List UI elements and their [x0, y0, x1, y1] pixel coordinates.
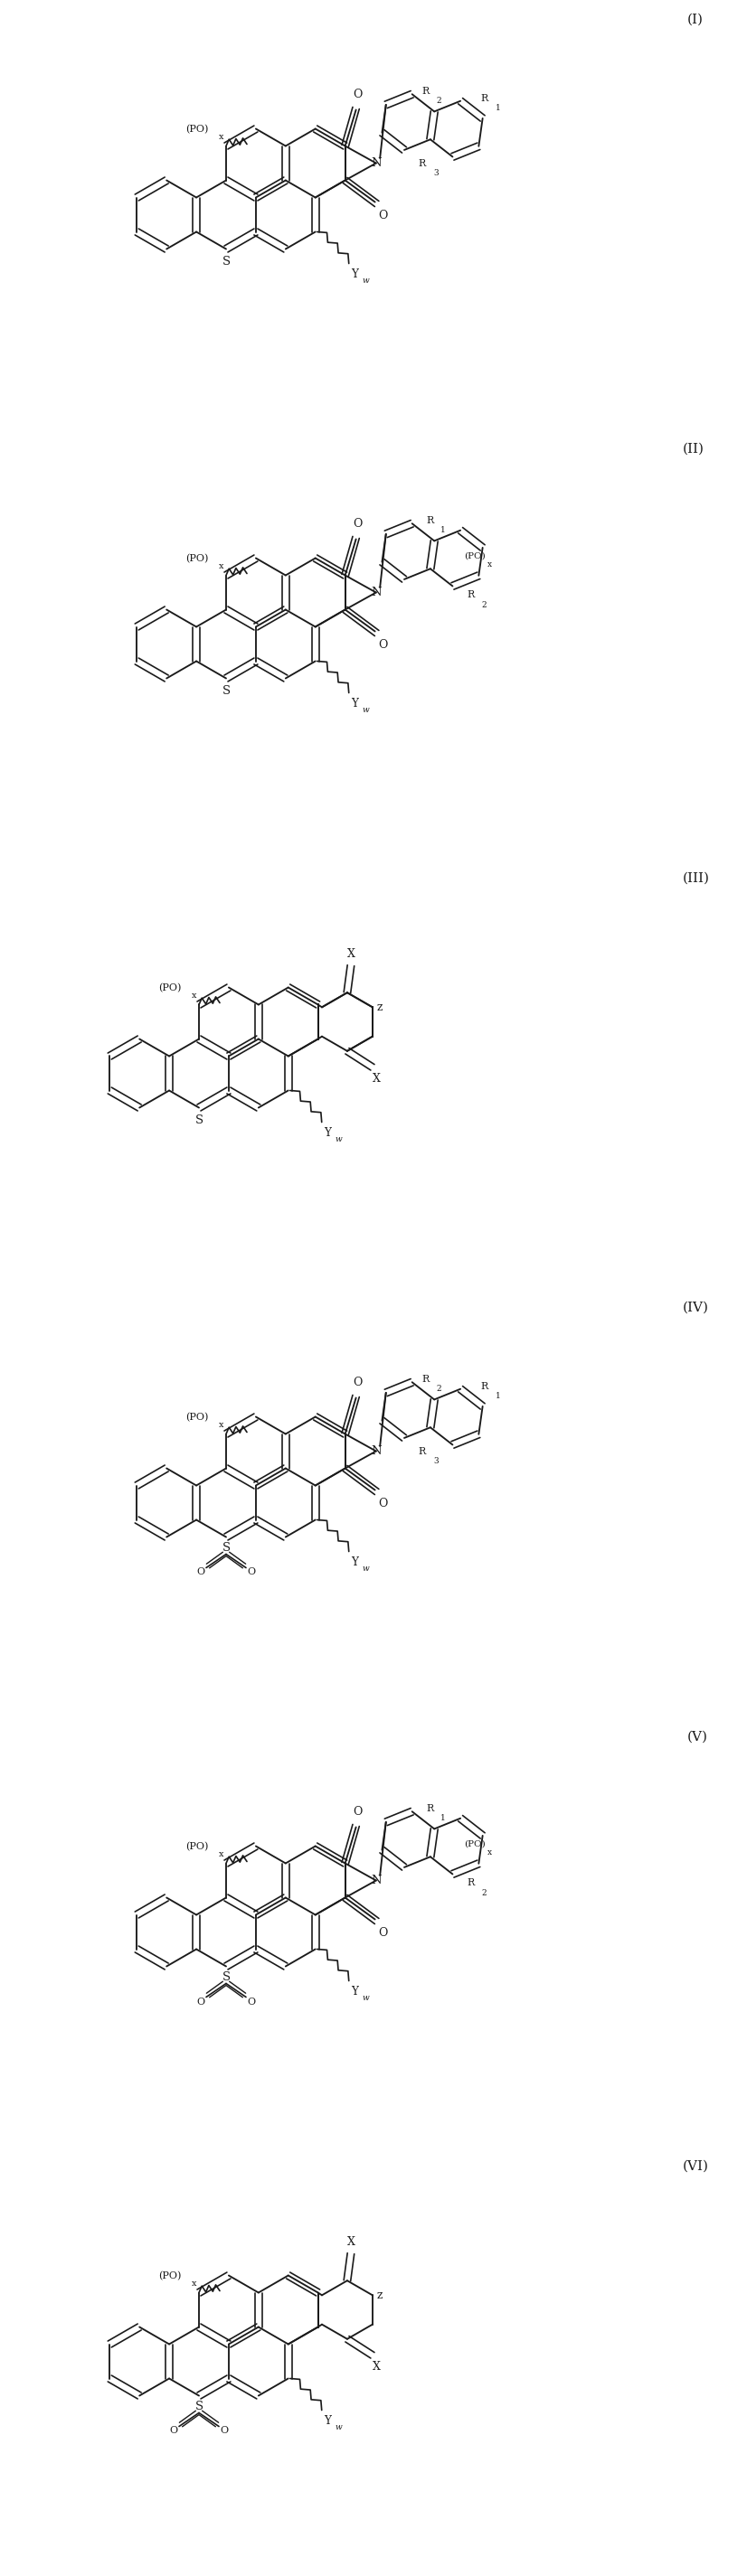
- Text: 2: 2: [482, 1888, 486, 1899]
- Text: X: X: [347, 2236, 355, 2249]
- Text: w: w: [362, 706, 370, 714]
- Text: N: N: [371, 587, 381, 598]
- Text: X: X: [372, 1074, 380, 1084]
- Text: x: x: [219, 1850, 224, 1857]
- Text: x: x: [219, 562, 224, 569]
- Text: Y: Y: [350, 268, 358, 281]
- Text: x: x: [219, 134, 224, 142]
- Text: N: N: [371, 1875, 381, 1886]
- Text: w: w: [362, 1564, 370, 1574]
- Text: X: X: [372, 2362, 380, 2372]
- Text: Y: Y: [350, 1556, 358, 1569]
- Text: O: O: [379, 209, 388, 222]
- Text: x: x: [488, 559, 492, 569]
- Text: N: N: [371, 157, 381, 170]
- Text: O: O: [353, 88, 362, 100]
- Text: (PO): (PO): [185, 554, 208, 564]
- Text: x: x: [192, 2280, 196, 2287]
- Text: z: z: [376, 2290, 382, 2300]
- Text: (PO): (PO): [158, 2272, 181, 2280]
- Text: O: O: [247, 1996, 255, 2007]
- Text: S: S: [222, 685, 230, 698]
- Text: R: R: [418, 160, 426, 167]
- Text: z: z: [376, 1002, 382, 1012]
- Text: S: S: [222, 255, 230, 268]
- Text: (PO): (PO): [185, 1842, 208, 1852]
- Text: 2: 2: [436, 1386, 441, 1394]
- Text: O: O: [170, 2427, 178, 2434]
- Text: (PO): (PO): [465, 1839, 486, 1847]
- Text: O: O: [353, 1376, 362, 1388]
- Text: R: R: [421, 88, 429, 95]
- Text: O: O: [247, 1569, 255, 1577]
- Text: R: R: [481, 1381, 488, 1391]
- Text: (PO): (PO): [465, 551, 486, 559]
- Text: O: O: [353, 518, 362, 531]
- Text: Y: Y: [323, 2416, 331, 2427]
- Text: w: w: [335, 1136, 342, 1144]
- Text: (PO): (PO): [185, 126, 208, 134]
- Text: (I): (I): [687, 13, 704, 26]
- Text: O: O: [353, 1806, 362, 1819]
- Text: X: X: [347, 948, 355, 961]
- Text: 2: 2: [436, 98, 441, 106]
- Text: w: w: [335, 2424, 342, 2432]
- Text: S: S: [195, 1115, 203, 1126]
- Text: w: w: [362, 1994, 370, 2002]
- Text: O: O: [379, 1497, 388, 1510]
- Text: O: O: [196, 1569, 205, 1577]
- Text: 1: 1: [441, 526, 446, 536]
- Text: O: O: [196, 1996, 205, 2007]
- Text: x: x: [488, 1847, 492, 1857]
- Text: Y: Y: [350, 698, 358, 708]
- Text: x: x: [192, 992, 196, 999]
- Text: Y: Y: [350, 1986, 358, 1996]
- Text: (II): (II): [683, 443, 704, 456]
- Text: O: O: [220, 2427, 229, 2434]
- Text: Y: Y: [323, 1128, 331, 1139]
- Text: R: R: [426, 515, 433, 526]
- Text: R: R: [421, 1376, 429, 1383]
- Text: 1: 1: [495, 103, 500, 111]
- Text: (IV): (IV): [683, 1301, 709, 1314]
- Text: R: R: [467, 1878, 474, 1888]
- Text: S: S: [195, 2401, 203, 2411]
- Text: (III): (III): [683, 871, 710, 884]
- Text: R: R: [418, 1448, 426, 1455]
- Text: O: O: [379, 1927, 388, 1940]
- Text: R: R: [481, 93, 488, 103]
- Text: O: O: [379, 639, 388, 652]
- Text: x: x: [219, 1422, 224, 1430]
- Text: 3: 3: [433, 170, 438, 178]
- Text: 2: 2: [482, 600, 486, 611]
- Text: (PO): (PO): [185, 1414, 208, 1422]
- Text: S: S: [222, 1971, 230, 1984]
- Text: N: N: [371, 1445, 381, 1458]
- Text: 1: 1: [495, 1391, 500, 1399]
- Text: R: R: [426, 1803, 433, 1814]
- Text: R: R: [467, 590, 474, 600]
- Text: 3: 3: [433, 1458, 438, 1466]
- Text: 1: 1: [441, 1814, 446, 1824]
- Text: (V): (V): [687, 1731, 708, 1744]
- Text: (PO): (PO): [158, 984, 181, 992]
- Text: (VI): (VI): [683, 2159, 709, 2172]
- Text: w: w: [362, 276, 370, 286]
- Text: S: S: [222, 1543, 230, 1553]
